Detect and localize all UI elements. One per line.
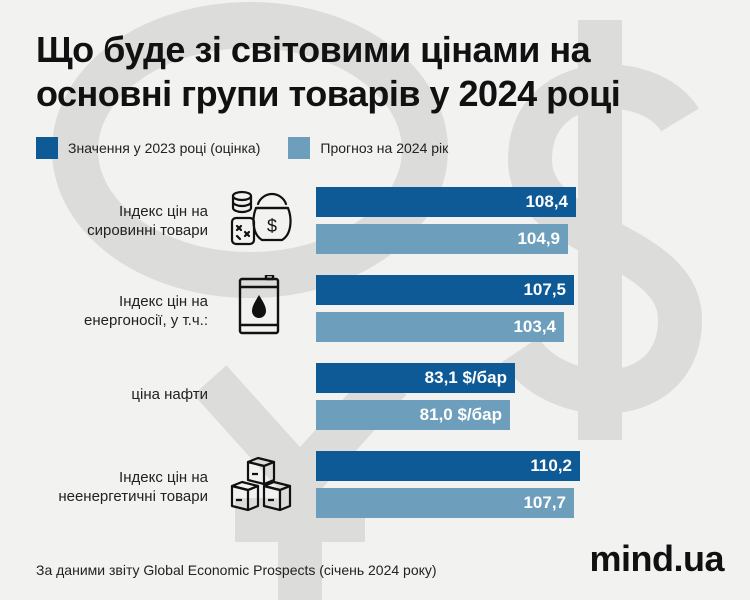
data-label: 83,1 $/бар [424, 368, 507, 387]
category-label-nonenergy: Індекс цін на неенергетичні товари [0, 468, 208, 506]
data-label: 103,4 [513, 317, 556, 336]
chart-title: Що буде зі світовими цінами на основні г… [36, 29, 621, 114]
category-label-line: неенергетичні товари [58, 488, 208, 505]
category-label-line: сировинні товари [87, 222, 208, 239]
bar-2023-2: 107,5 [316, 275, 574, 305]
legend-item-2024: Прогноз на 2024 рік [288, 137, 448, 159]
legend: Значення у 2023 році (оцінка) Прогноз на… [36, 137, 476, 159]
data-label: 110,2 [530, 456, 572, 475]
category-label-line: Індекс цін на [119, 469, 208, 486]
bar-2023-4: 110,2 [316, 451, 580, 481]
data-label: 107,5 [523, 280, 566, 299]
category-label-commodities: Індекс цін на сировинні товари [0, 202, 208, 240]
legend-swatch-2024 [288, 137, 311, 159]
category-label-line: ціна нафти [131, 386, 208, 403]
source-note: За даними звіту Global Economic Prospect… [36, 562, 437, 578]
oil-barrel-icon [238, 275, 280, 335]
commodities-icon: $ [230, 190, 292, 246]
boxes-icon [230, 456, 292, 512]
category-label-line: енергоносії, у т.ч.: [84, 312, 208, 329]
legend-label-2023: Значення у 2023 році (оцінка) [68, 140, 261, 156]
bar-2024-1: 104,9 [316, 224, 568, 254]
category-label-energy: Індекс цін на енергоносії, у т.ч.: [0, 292, 208, 330]
category-label-line: Індекс цін на [119, 293, 208, 310]
brand-logo: mind.ua [589, 538, 724, 579]
legend-item-2023: Значення у 2023 році (оцінка) [36, 137, 260, 159]
data-label: 107,7 [523, 493, 566, 512]
bar-2024-4: 107,7 [316, 488, 574, 518]
data-label: 104,9 [517, 229, 560, 248]
data-label: 81,0 $/бар [419, 405, 502, 424]
svg-text:$: $ [267, 216, 277, 236]
bar-2023-3: 83,1 $/бар [316, 363, 515, 393]
category-label-oil: ціна нафти [0, 385, 208, 404]
bar-2024-3: 81,0 $/бар [316, 400, 510, 430]
category-label-line: Індекс цін на [119, 203, 208, 220]
bar-2024-2: 103,4 [316, 312, 564, 342]
bar-2023-1: 108,4 [316, 187, 576, 217]
legend-swatch-2023 [36, 137, 58, 159]
legend-label-2024: Прогноз на 2024 рік [320, 140, 449, 156]
data-label: 108,4 [525, 192, 568, 211]
